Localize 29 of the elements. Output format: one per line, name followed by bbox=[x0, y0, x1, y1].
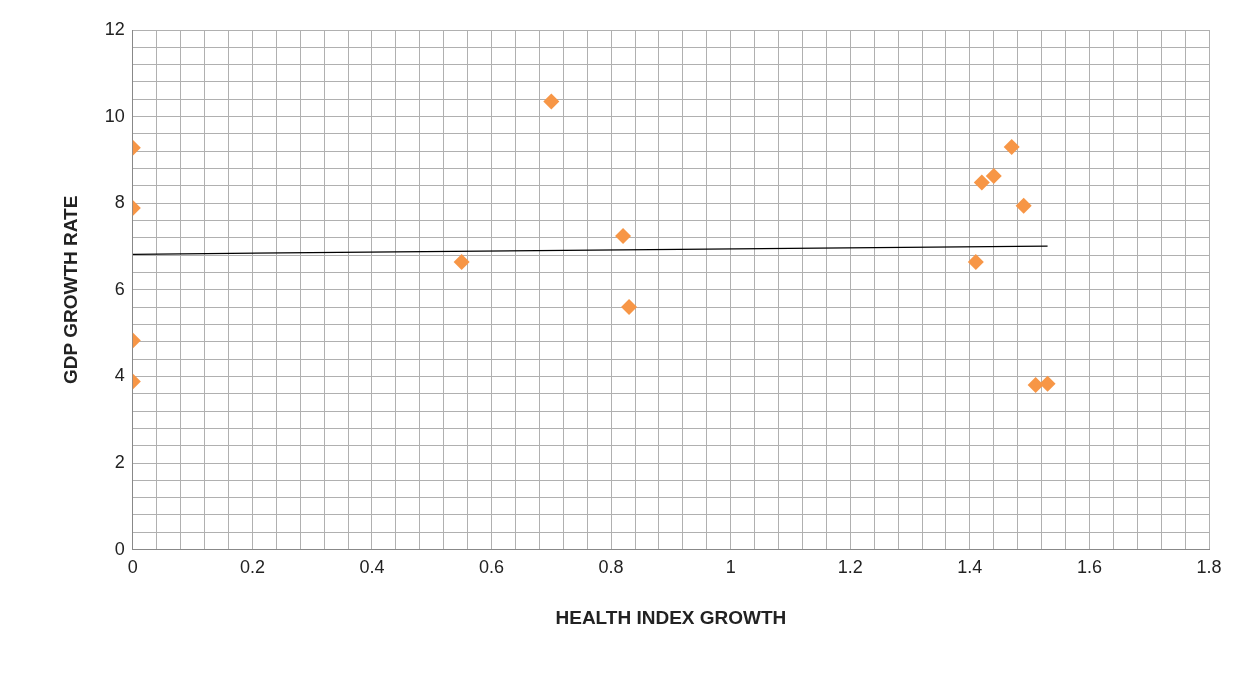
point bbox=[543, 93, 560, 110]
point bbox=[973, 174, 990, 191]
point bbox=[1015, 197, 1032, 214]
x-tick-label: 1.6 bbox=[1076, 557, 1102, 578]
x-tick-label: 0.2 bbox=[239, 557, 265, 578]
x-tick-label: 0.8 bbox=[598, 557, 624, 578]
y-tick-label: 4 bbox=[114, 365, 125, 386]
y-tick-label: 12 bbox=[104, 18, 125, 39]
point bbox=[985, 167, 1002, 184]
x-tick-label: 1.8 bbox=[1196, 557, 1222, 578]
y-tick-label: 10 bbox=[104, 105, 125, 126]
point bbox=[1039, 375, 1056, 392]
point bbox=[1003, 138, 1020, 155]
x-axis-title: HEALTH INDEX GROWTH bbox=[555, 606, 787, 628]
x-tick-label: 1.2 bbox=[837, 557, 863, 578]
y-tick-label: 6 bbox=[114, 278, 125, 299]
point bbox=[615, 228, 632, 245]
x-tick-label: 0 bbox=[127, 557, 138, 578]
point bbox=[1027, 377, 1044, 394]
x-tick-label: 0.6 bbox=[479, 557, 505, 578]
y-axis-title: GDP GROWTH RATE bbox=[59, 195, 81, 384]
x-tick-label: 1.4 bbox=[957, 557, 983, 578]
y-tick-label: 0 bbox=[114, 538, 125, 559]
x-tick-label: 0.4 bbox=[359, 557, 385, 578]
y-tick-label: 8 bbox=[114, 192, 125, 213]
x-tick-label: 1 bbox=[725, 557, 736, 578]
y-tick-label: 2 bbox=[114, 451, 125, 472]
point bbox=[967, 254, 984, 271]
point bbox=[621, 299, 638, 316]
